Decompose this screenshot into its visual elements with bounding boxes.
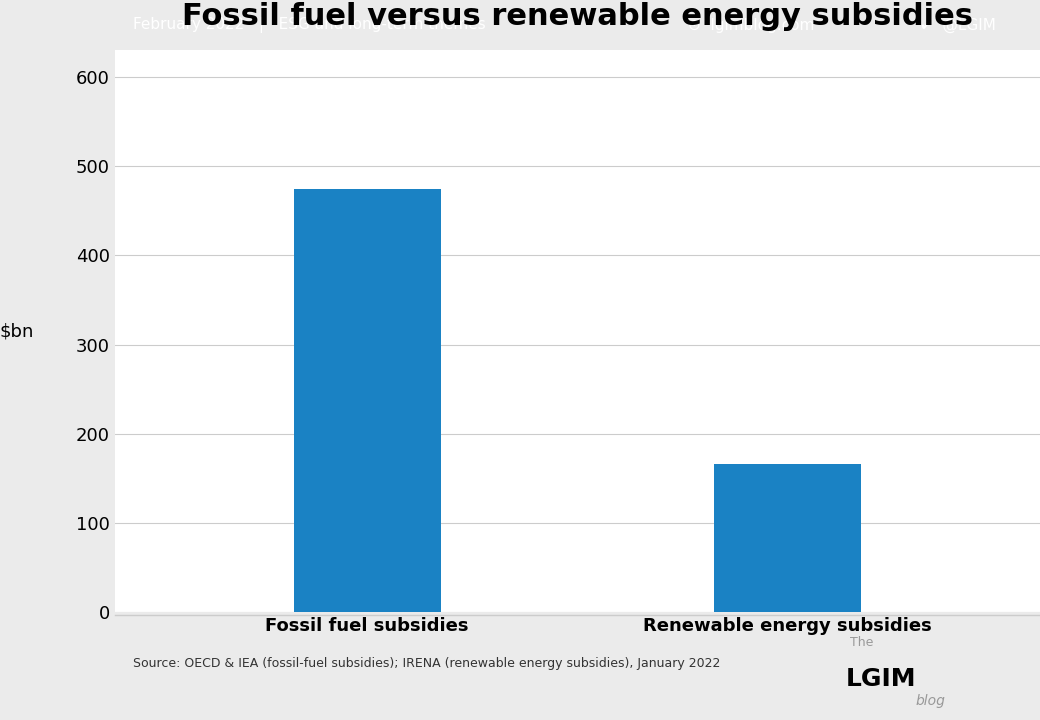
Text: The: The	[851, 636, 874, 649]
Text: LGIM: LGIM	[846, 667, 916, 691]
Text: February 2022   |   ESG and long-term themes: February 2022 | ESG and long-term themes	[133, 17, 486, 33]
Text: blog: blog	[915, 693, 945, 708]
Text: ✔  @LGIM: ✔ @LGIM	[919, 17, 995, 33]
Text: Source: OECD & IEA (fossil-fuel subsidies); IRENA (renewable energy subsidies), : Source: OECD & IEA (fossil-fuel subsidie…	[133, 657, 721, 670]
Text: ⊙  lgimblog.com: ⊙ lgimblog.com	[688, 18, 814, 32]
Y-axis label: $bn: $bn	[0, 323, 34, 341]
Bar	[293, 189, 441, 612]
Title: Fossil fuel versus renewable energy subsidies: Fossil fuel versus renewable energy subs…	[182, 2, 973, 32]
Bar	[714, 464, 861, 612]
